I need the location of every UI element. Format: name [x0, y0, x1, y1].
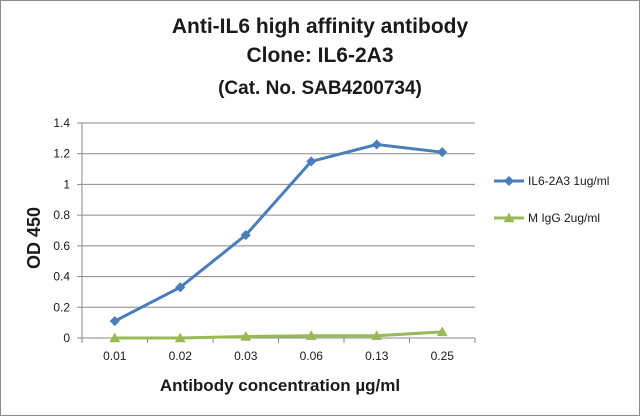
legend: IL6-2A3 1ug/ml M IgG 2ug/ml [494, 174, 609, 225]
data-point [371, 139, 382, 150]
y-tick-label: 1.4 [53, 116, 70, 130]
y-tick-label: 0.4 [53, 270, 70, 284]
x-tick-label: 0.01 [103, 349, 127, 363]
data-point [174, 332, 186, 343]
series-line [114, 330, 443, 340]
data-point [437, 147, 448, 158]
y-tick-label: 1.2 [53, 147, 70, 161]
x-axis-label: Antibody concentration µg/ml [160, 376, 400, 395]
legend-item: M IgG 2ug/ml [494, 211, 600, 225]
series-layer [109, 139, 448, 343]
data-point [240, 229, 251, 241]
data-point [306, 156, 317, 167]
legend-marker [503, 212, 515, 223]
y-tick-label: 0.2 [53, 300, 70, 314]
chart-title: Anti-IL6 high affinity antibody [171, 15, 469, 38]
y-tick-label: 1 [63, 177, 70, 191]
data-point [175, 282, 186, 293]
x-tick-label: 0.06 [300, 349, 324, 363]
y-axis-label: OD 450 [24, 207, 44, 269]
y-tick-labels: 0 0.2 0.4 0.6 0.8 1 1.2 1.4 [53, 116, 70, 345]
legend-label: IL6-2A3 1ug/ml [528, 174, 609, 188]
chart-subtitle-clone: Clone: IL6-2A3 [246, 44, 394, 67]
data-point [109, 332, 121, 343]
y-tick-label: 0.8 [53, 208, 70, 222]
series-line [114, 143, 443, 323]
chart-subtitle-catalog: (Cat. No. SAB4200734) [218, 78, 422, 99]
x-tick-label: 0.25 [431, 349, 455, 363]
data-point [240, 330, 252, 341]
gridlines [82, 122, 475, 308]
data-point [436, 326, 448, 337]
legend-label: M IgG 2ug/ml [528, 211, 600, 225]
series-1 [109, 139, 448, 327]
series-2 [109, 326, 448, 343]
y-tick-label: 0.6 [53, 239, 70, 253]
x-tick-label: 0.02 [169, 349, 193, 363]
y-tick-label: 0 [63, 331, 70, 345]
x-tick-label: 0.13 [365, 349, 389, 363]
x-tick-labels: 0.01 0.02 0.03 0.06 0.13 0.25 [103, 349, 454, 363]
data-point [305, 330, 317, 340]
legend-marker [503, 175, 515, 187]
data-point [371, 330, 383, 340]
legend-item: IL6-2A3 1ug/ml [494, 174, 609, 188]
data-point [109, 315, 120, 327]
x-tick-label: 0.03 [234, 349, 258, 363]
